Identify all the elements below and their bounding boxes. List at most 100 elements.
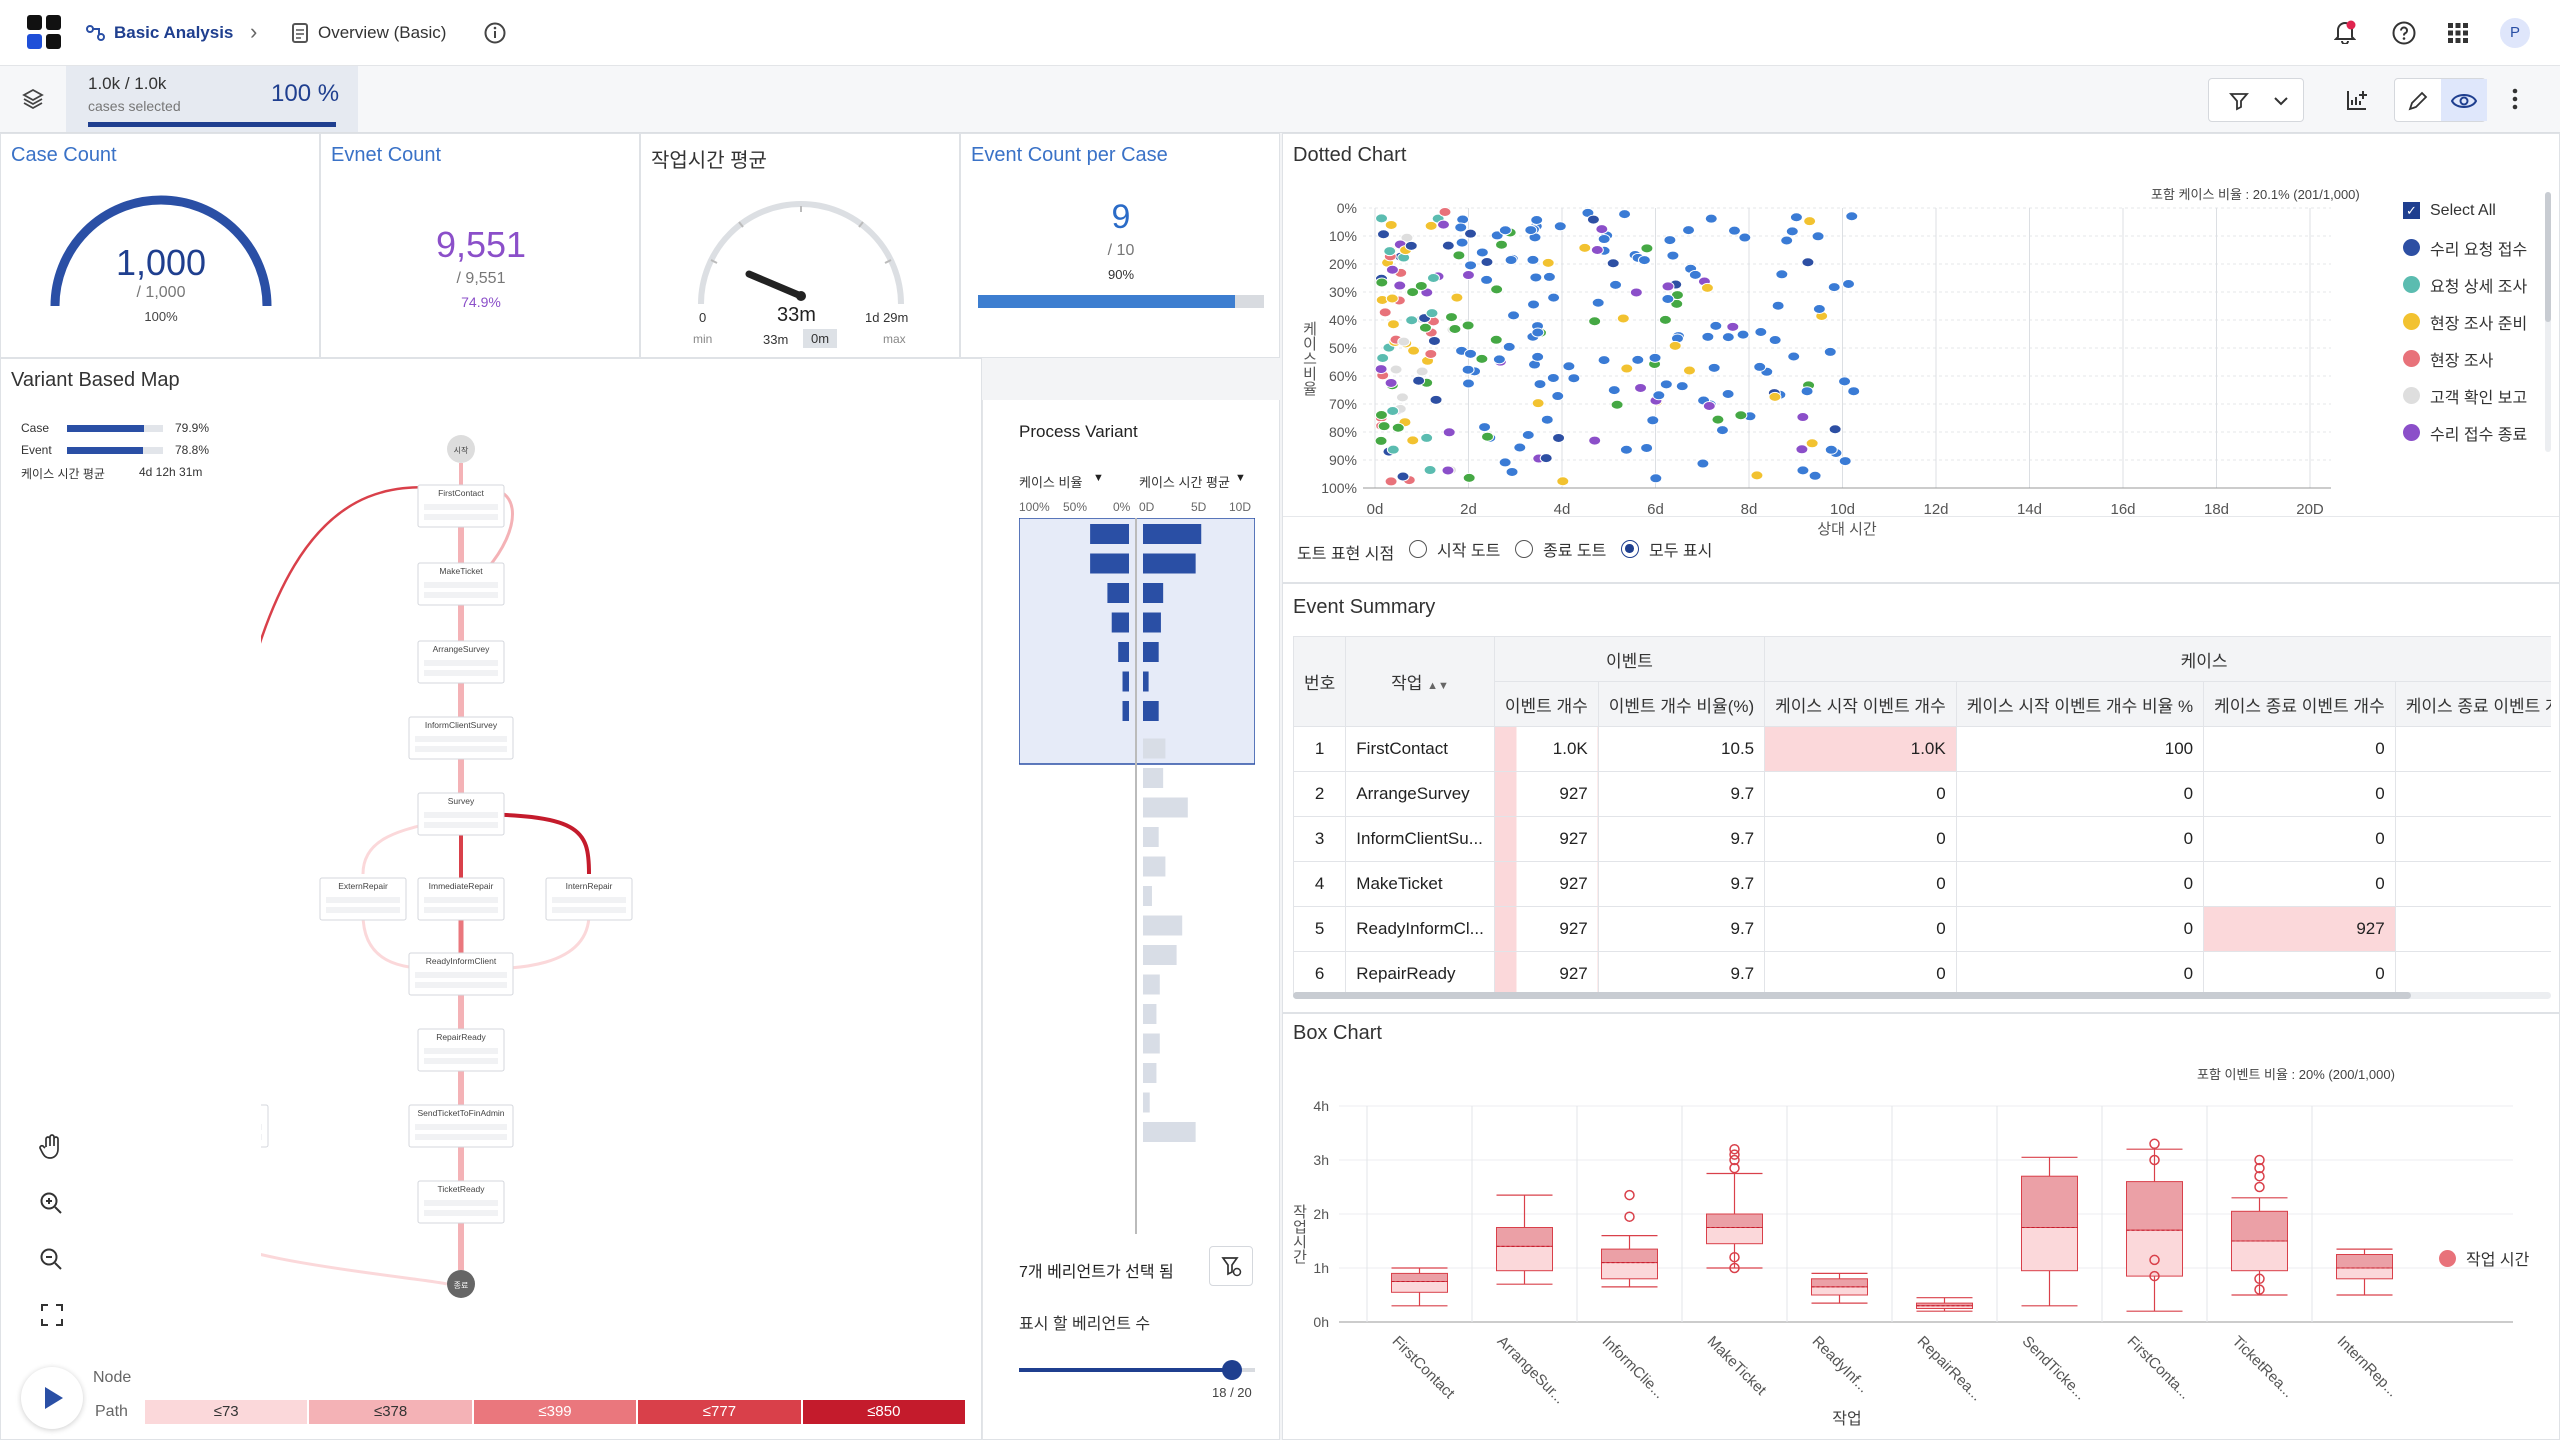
legend-item[interactable]: 고객 확인 보고	[2403, 377, 2553, 414]
kpi-worktime-sub1: 33m	[763, 332, 789, 347]
dot	[1376, 353, 1390, 364]
x-tick-label: FirstContact	[1389, 1333, 1459, 1403]
fit-screen-icon[interactable]	[41, 1304, 63, 1326]
variant-count-slider[interactable]	[1019, 1360, 1255, 1380]
dot	[1374, 435, 1388, 446]
map-nodes: 시작 FirstContact MakeTicket ArrangeSurvey Inf…	[261, 435, 633, 1298]
box-legend[interactable]: 작업 시간	[2439, 1246, 2529, 1270]
box-lower	[1706, 1227, 1763, 1245]
breadcrumb-app[interactable]: Basic Analysis	[114, 23, 234, 42]
pan-hand-icon[interactable]	[39, 1134, 63, 1160]
play-button[interactable]	[21, 1367, 83, 1429]
dot	[1461, 364, 1475, 375]
map-node[interactable]	[261, 1104, 269, 1148]
more-vertical-icon[interactable]	[2512, 88, 2518, 110]
dotted-chart[interactable]: 0% 10% 20% 30% 40% 50% 60% 70% 80% 90% 100% 0d 2d 4d 6…	[1283, 194, 2383, 574]
col-case-end-ratio[interactable]: 케이스 종료 이벤트 개수 비율(%	[2394, 681, 2551, 727]
dot	[1637, 255, 1651, 266]
box-outlier	[2149, 1270, 2160, 1282]
table-hscrollbar[interactable]	[1293, 992, 2551, 999]
zoom-in-icon[interactable]	[39, 1191, 63, 1215]
legend-item[interactable]: 현장 조사 준비	[2403, 303, 2553, 340]
dot	[1812, 303, 1826, 314]
variant-time-bar	[1143, 974, 1160, 995]
dot	[1721, 389, 1735, 400]
dot	[1375, 213, 1389, 224]
dot	[1606, 258, 1620, 269]
radio-show-all[interactable]: 모두 표시	[1621, 537, 1712, 561]
notification-bell-icon[interactable]	[2334, 20, 2356, 44]
pencil-icon[interactable]	[2407, 90, 2429, 112]
x-tick-label: 10d	[1830, 501, 1855, 518]
map-node[interactable]	[447, 1270, 475, 1298]
dot	[1787, 351, 1801, 362]
selection-summary[interactable]: 1.0k / 1.0k cases selected 100 %	[66, 66, 358, 132]
dot	[1828, 424, 1842, 435]
variant-map-title: Variant Based Map	[11, 369, 180, 391]
radio-end-dot[interactable]: 종료 도트	[1515, 537, 1606, 561]
legend-item[interactable]: 수리 접수 종료	[2403, 414, 2553, 451]
map-node[interactable]	[447, 435, 475, 463]
slider-handle[interactable]	[1222, 1360, 1242, 1380]
add-chart-icon[interactable]	[2345, 88, 2369, 112]
eye-icon[interactable]	[2451, 91, 2477, 111]
col-case-start-ratio[interactable]: 케이스 시작 이벤트 개수 비율 %	[1955, 681, 2205, 727]
dot	[1442, 427, 1456, 438]
dot	[1663, 235, 1677, 246]
legend-item[interactable]: 수리 요청 접수	[2403, 229, 2553, 266]
help-icon[interactable]	[2392, 21, 2416, 45]
process-map[interactable]: 시작 FirstContact MakeTicket ArrangeSurvey Inf…	[261, 429, 781, 1309]
legend-dot	[2403, 350, 2420, 367]
col-event-count[interactable]: 이벤트 개수	[1493, 681, 1599, 727]
apps-grid-icon[interactable]	[2448, 23, 2468, 43]
col-event-ratio[interactable]: 이벤트 개수 비율(%)	[1597, 681, 1766, 727]
dot	[1475, 247, 1489, 258]
legend-scrollbar[interactable]	[2545, 192, 2551, 452]
x-tick-label: 12d	[1923, 501, 1948, 518]
table-cell: 5	[1293, 906, 1347, 952]
zoom-out-icon[interactable]	[39, 1247, 63, 1271]
variant-time-bar	[1143, 553, 1196, 574]
legend-select-all[interactable]: ✓ Select All	[2403, 192, 2553, 229]
dot	[1385, 293, 1399, 304]
y-tick-label: 80%	[1329, 424, 1357, 440]
avatar[interactable]: P	[2500, 18, 2530, 48]
legend-dot	[2403, 387, 2420, 404]
legend-item[interactable]: 현장 조사	[2403, 340, 2553, 377]
info-icon[interactable]	[484, 22, 506, 44]
col-case-start-count[interactable]: 케이스 시작 이벤트 개수	[1764, 681, 1957, 727]
breadcrumb-page[interactable]: Overview (Basic)	[318, 23, 447, 42]
y-tick-label: 20%	[1329, 256, 1357, 272]
filter-dropdown[interactable]	[2208, 78, 2304, 122]
x-tick-label: MakeTicket	[1704, 1333, 1770, 1399]
dot	[1688, 269, 1702, 280]
dot	[1610, 399, 1624, 410]
legend-item[interactable]: 요청 상세 조사	[2403, 266, 2553, 303]
app-grid-logo-icon[interactable]	[27, 15, 61, 49]
variant-filter-button[interactable]	[1209, 1246, 1253, 1286]
col-case-end-count[interactable]: 케이스 종료 이벤트 개수	[2203, 681, 2396, 727]
dot	[1709, 320, 1723, 331]
variant-bar-chart[interactable]	[1019, 518, 1255, 1234]
dot	[1481, 431, 1495, 442]
map-node-label: InternRepair	[566, 881, 613, 891]
kpi-worktime-min-label: min	[693, 332, 713, 346]
pv-col1-sort[interactable]: 케이스 비율	[1019, 475, 1083, 490]
pv-col2-sort[interactable]: 케이스 시간 평균	[1139, 475, 1230, 490]
col-no[interactable]: 번호	[1293, 636, 1347, 727]
layers-icon[interactable]	[22, 88, 44, 110]
dot	[1429, 394, 1443, 405]
x-axis-title: 작업	[1832, 1410, 1861, 1428]
pv-axis2-0: 0D	[1139, 500, 1155, 514]
legend-item[interactable]: 현장 조사 확인	[2403, 451, 2553, 454]
radio-start-dot[interactable]: 시작 도트	[1409, 537, 1500, 561]
edit-view-toggle	[2394, 78, 2487, 122]
col-task[interactable]: 작업 ▲▼	[1345, 636, 1495, 727]
